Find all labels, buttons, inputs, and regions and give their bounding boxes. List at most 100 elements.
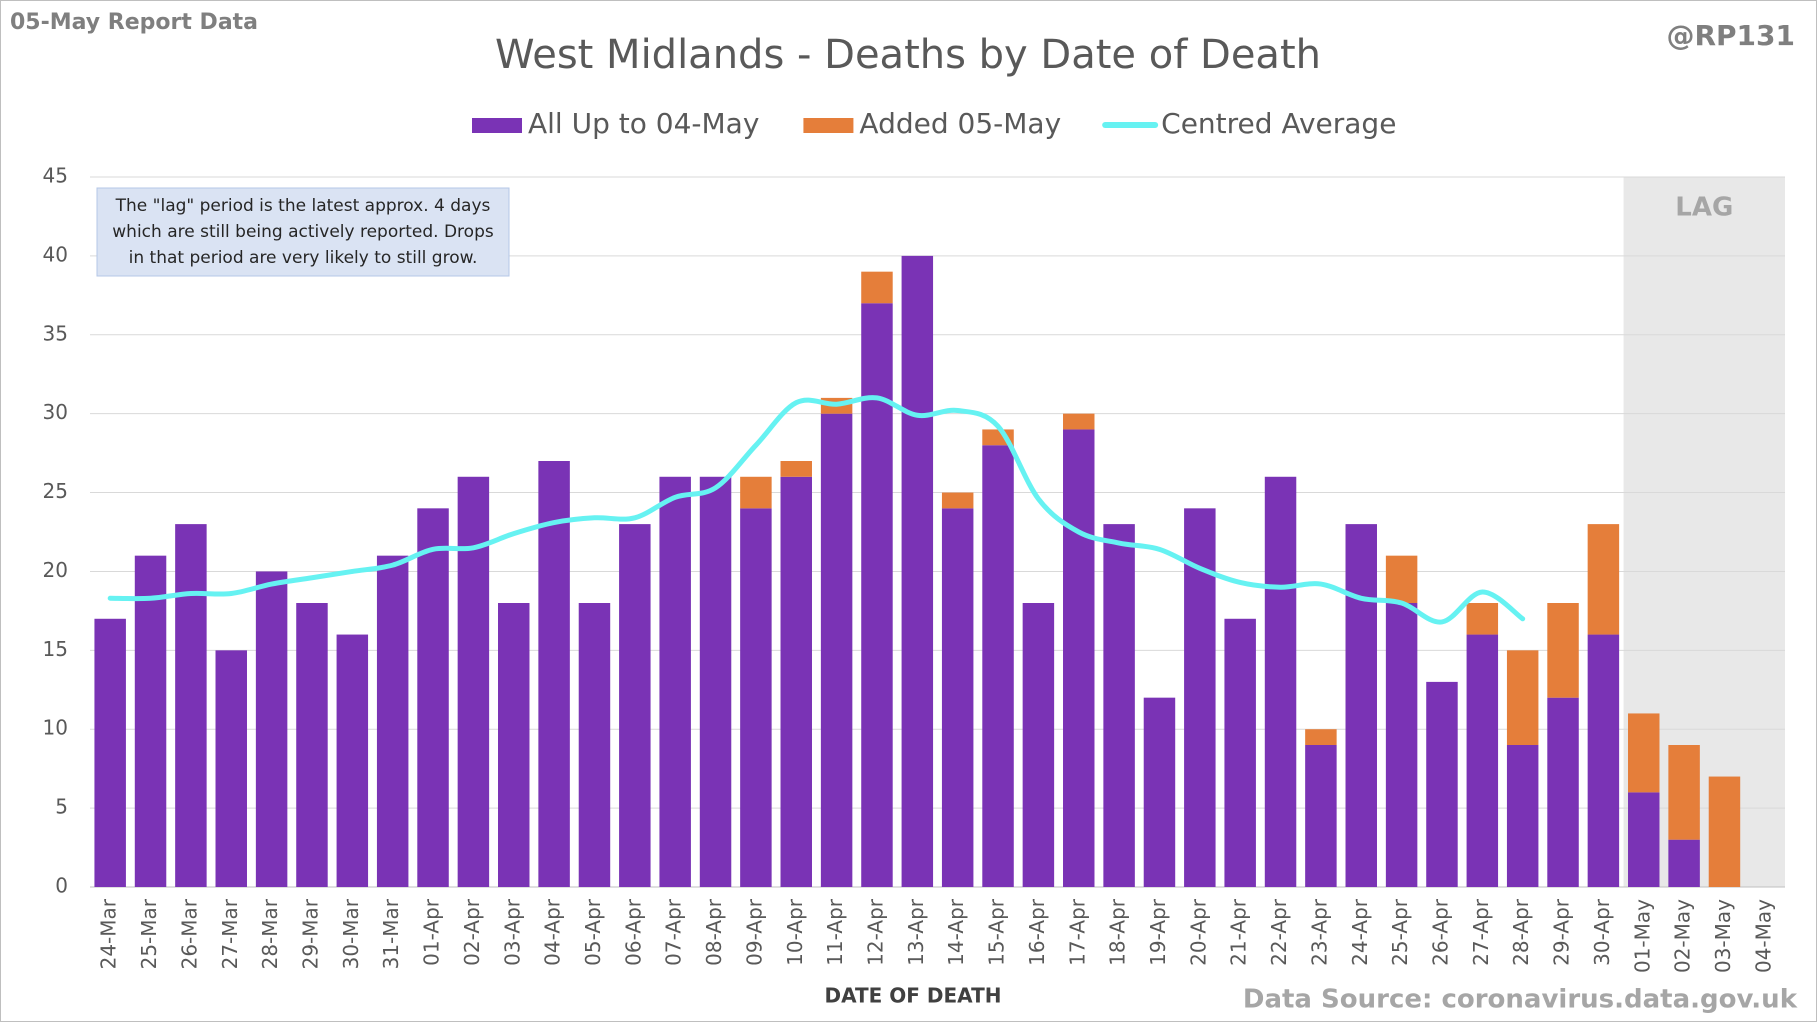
bar-segment: [1305, 745, 1337, 887]
x-tick-label: 07-Apr: [662, 898, 686, 966]
x-tick-label: 06-Apr: [621, 898, 645, 966]
bar-segment: [1668, 745, 1700, 840]
bar-segment: [1345, 524, 1377, 887]
bar-segment: [457, 476, 490, 887]
bar-segment: [1587, 634, 1620, 887]
y-tick-label: 5: [55, 795, 68, 819]
bar-segment: [1063, 413, 1095, 430]
legend-swatch: [803, 118, 854, 133]
x-tick-label: 05-Apr: [581, 898, 605, 966]
bar-segment: [1547, 697, 1579, 887]
x-tick-label: 04-May: [1751, 899, 1775, 973]
bar-segment: [982, 445, 1014, 887]
x-tick-label: 02-May: [1671, 899, 1695, 973]
bar-segment: [820, 413, 853, 887]
bar-segment: [296, 603, 328, 887]
bar-segment: [1628, 792, 1660, 887]
bar-segment: [1264, 476, 1297, 887]
x-tick-label: 01-Apr: [420, 898, 444, 966]
y-tick-label: 45: [43, 164, 68, 188]
bar-segment: [1506, 745, 1539, 887]
x-tick-label: 17-Apr: [1065, 898, 1089, 966]
y-tick-label: 10: [43, 716, 68, 740]
bar-segment: [1063, 429, 1095, 887]
bar-segment: [699, 476, 732, 887]
bar-segment: [336, 634, 369, 887]
x-tick-label: 13-Apr: [904, 898, 928, 966]
bar-segment: [1426, 681, 1458, 887]
bar-segment: [740, 476, 772, 509]
bar-segment: [1305, 729, 1337, 745]
bar-segment: [175, 524, 207, 887]
bar-segment: [1547, 603, 1579, 698]
x-tick-label: 30-Mar: [339, 898, 363, 969]
bar-segment: [1103, 524, 1135, 887]
annotation-text: in that period are very likely to still …: [129, 248, 478, 268]
bar-segment: [417, 508, 449, 887]
bar-segment: [94, 618, 126, 887]
x-tick-label: 12-Apr: [863, 898, 887, 966]
bar-segment: [1708, 776, 1741, 887]
x-tick-label: 25-Apr: [1388, 898, 1412, 966]
x-tick-label: 26-Apr: [1428, 898, 1452, 966]
bar-segment: [134, 555, 167, 887]
bar-segment: [740, 508, 772, 887]
average-line: [107, 395, 1526, 625]
x-tick-label: 21-Apr: [1227, 898, 1251, 966]
legend: All Up to 04-May Added 05-May Centred Aver…: [472, 107, 1396, 140]
y-tick-label: 25: [43, 479, 68, 503]
legend-label: All Up to 04-May: [528, 107, 759, 140]
y-tick-label: 0: [55, 874, 68, 898]
bar-segment: [376, 555, 409, 887]
x-tick-label: 10-Apr: [783, 898, 807, 966]
x-tick-label: 03-May: [1711, 899, 1735, 973]
x-tick-label: 24-Apr: [1348, 898, 1372, 966]
bar-segment: [538, 461, 570, 887]
bar-segment: [1466, 634, 1499, 887]
x-tick-label: 30-Apr: [1590, 898, 1614, 966]
bar-segment: [941, 492, 974, 509]
y-tick-label: 30: [43, 400, 68, 424]
bar-segment: [619, 524, 651, 887]
x-tick-label: 14-Apr: [944, 898, 968, 966]
x-tick-label: 16-Apr: [1025, 898, 1049, 966]
x-tick-label: 19-Apr: [1146, 898, 1170, 966]
x-axis-label: DATE OF DEATH: [825, 984, 1002, 1008]
y-tick-label: 35: [43, 321, 68, 345]
x-tick-label: 18-Apr: [1106, 898, 1130, 966]
x-tick-label: 15-Apr: [985, 898, 1009, 966]
x-tick-label: 31-Mar: [379, 898, 403, 969]
bar-segment: [498, 603, 530, 887]
legend-label: Added 05-May: [859, 107, 1061, 140]
y-tick-label: 40: [43, 242, 68, 266]
y-tick-label: 15: [43, 637, 68, 661]
lag-label: LAG: [1675, 193, 1733, 223]
bar-segment: [1466, 603, 1499, 635]
x-tick-label: 01-May: [1630, 899, 1654, 973]
x-tick-label: 28-Apr: [1509, 898, 1533, 966]
bar-segment: [901, 255, 934, 887]
chart-title: West Midlands - Deaths by Date of Death: [495, 32, 1321, 78]
bar-segment: [659, 476, 691, 887]
x-tick-label: 03-Apr: [500, 898, 524, 966]
bar-segment: [780, 461, 812, 477]
x-tick-label: 22-Apr: [1267, 898, 1291, 966]
y-tick-label: 20: [43, 558, 68, 582]
bar-segment: [1668, 839, 1700, 887]
x-tick-label: 11-Apr: [823, 898, 847, 966]
x-tick-label: 27-Apr: [1469, 898, 1493, 966]
annotation-box: [96, 187, 510, 277]
bar-segment: [1506, 650, 1539, 745]
x-tick-label: 29-Mar: [298, 898, 322, 969]
legend-swatch: [472, 118, 522, 133]
annotation-text: which are still being actively reported.…: [112, 222, 494, 242]
bar-segment: [861, 303, 893, 887]
x-tick-label: 24-Mar: [97, 898, 121, 969]
bar-segment: [1385, 603, 1418, 887]
report-note: 05-May Report Data: [10, 10, 258, 35]
bar-segment: [1224, 618, 1256, 887]
bar-segment: [780, 476, 812, 887]
x-tick-label: 08-Apr: [702, 898, 726, 966]
x-tick-label: 29-Apr: [1550, 898, 1574, 966]
